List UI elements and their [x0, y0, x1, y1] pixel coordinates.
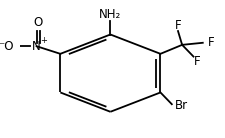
- Text: F: F: [194, 55, 200, 68]
- Text: F: F: [207, 36, 213, 49]
- Text: Br: Br: [174, 99, 187, 112]
- Text: O: O: [34, 16, 43, 29]
- Text: F: F: [174, 19, 180, 32]
- Text: +: +: [40, 36, 47, 45]
- Text: ⁻O: ⁻O: [0, 40, 13, 53]
- Text: N: N: [32, 40, 41, 53]
- Text: NH₂: NH₂: [99, 8, 121, 21]
